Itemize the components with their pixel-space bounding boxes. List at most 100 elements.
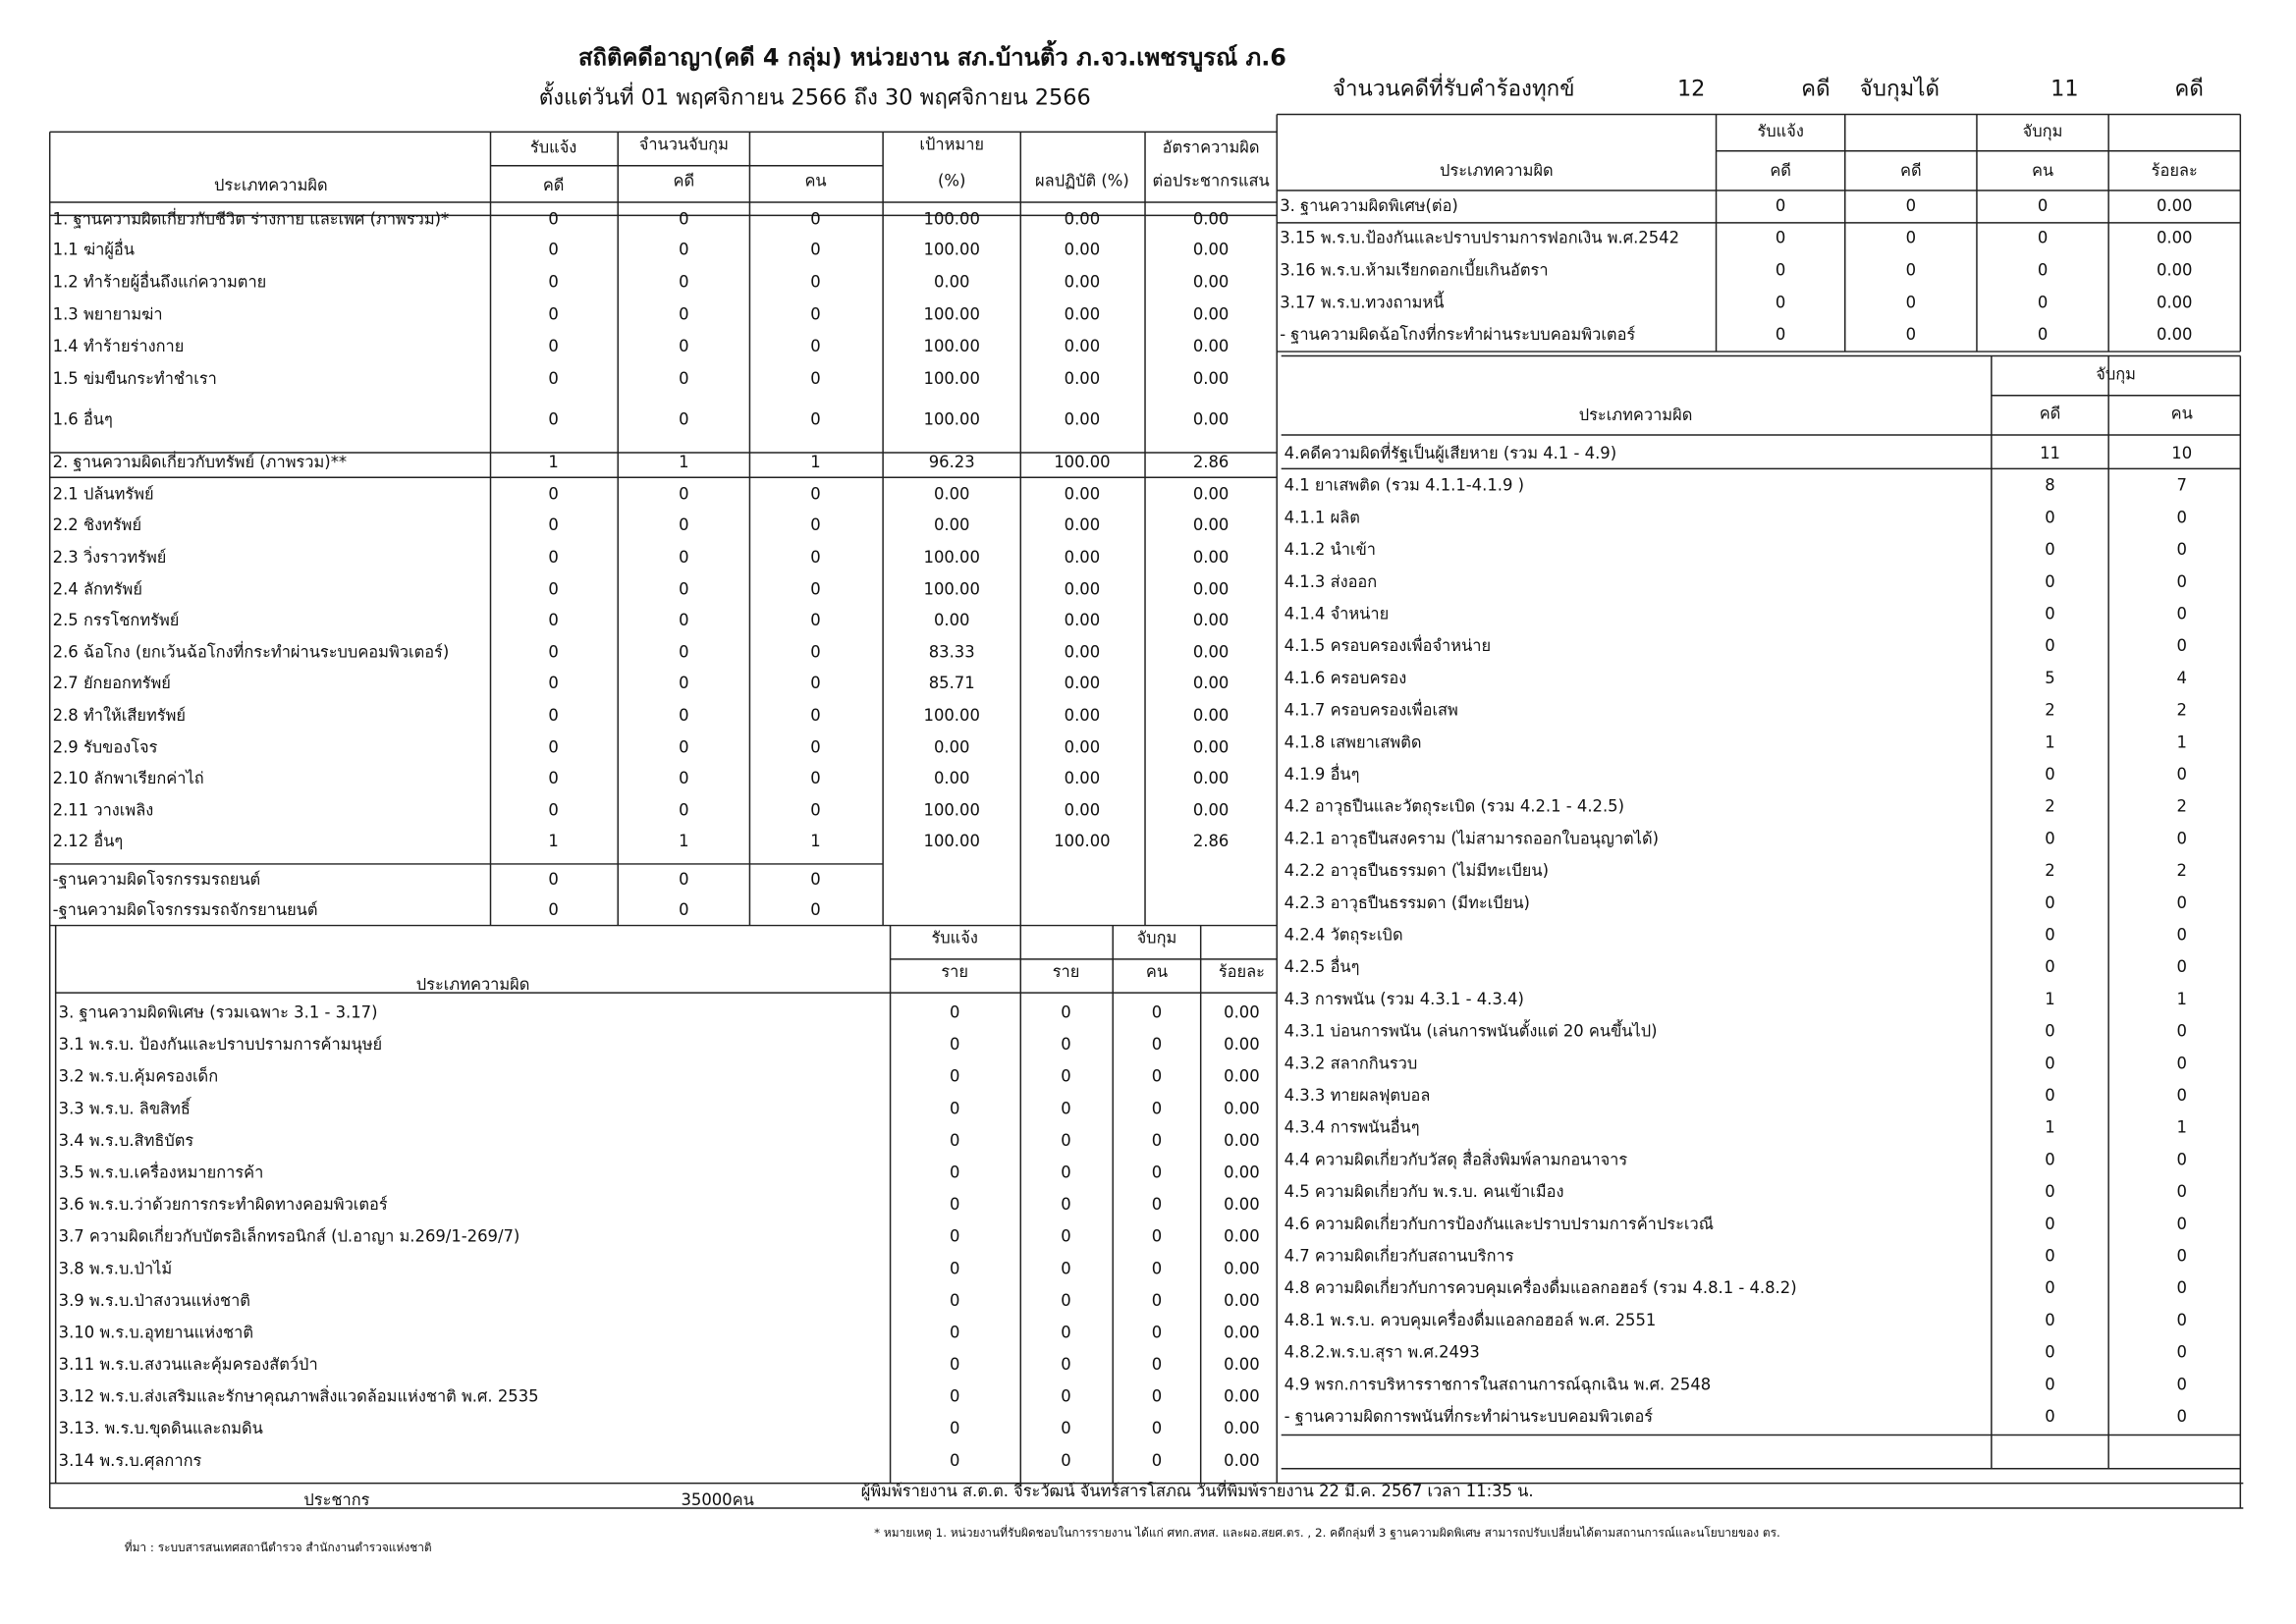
cell-value: 0.00 bbox=[1224, 1451, 1260, 1470]
cell-value: 11 bbox=[2040, 444, 2060, 462]
cell-value: 0 bbox=[2176, 1054, 2186, 1072]
cell-value: 0.00 bbox=[934, 738, 970, 757]
cell-value: 0 bbox=[2045, 1407, 2054, 1426]
column-header: ประเภทความผิด bbox=[1440, 161, 1554, 180]
cell-value: 0 bbox=[1906, 293, 1916, 311]
cell-value: 2 bbox=[2176, 701, 2186, 720]
cell-value: 0 bbox=[950, 1035, 959, 1054]
cell-value: 0 bbox=[1061, 1195, 1070, 1214]
cell-value: 0 bbox=[2038, 325, 2048, 344]
cell-value: 0 bbox=[2176, 572, 2186, 591]
population: 35000คน bbox=[681, 1490, 753, 1509]
stat-label: จำนวนคดีที่รับคำร้องทุกข์ bbox=[1333, 74, 1575, 102]
cell-value: 0 bbox=[2176, 508, 2186, 526]
cell-value: 0 bbox=[2176, 1215, 2186, 1233]
cell-value: 0.00 bbox=[1193, 304, 1230, 323]
cell-value: 1 bbox=[679, 832, 688, 850]
cell-value: 0 bbox=[2176, 926, 2186, 945]
row-label: 1.5 ข่มขืนกระทำชำเรา bbox=[53, 369, 217, 388]
cell-value: 0.00 bbox=[1065, 209, 1101, 228]
cell-value: 2 bbox=[2176, 797, 2186, 816]
row-label: 4.1.5 ครอบครองเพื่อจำหน่าย bbox=[1285, 634, 1491, 655]
row-label: 2.4 ลักทรัพย์ bbox=[53, 580, 142, 599]
cell-value: 100.00 bbox=[924, 337, 980, 355]
row-label: 1.3 พยายามฆ่า bbox=[53, 304, 163, 323]
cell-value: 0.00 bbox=[1193, 580, 1230, 599]
row-label: 3.7 ความผิดเกี่ยวกับบัตรอิเล็กทรอนิกส์ (… bbox=[59, 1225, 520, 1246]
cell-value: 0.00 bbox=[1193, 337, 1230, 355]
cell-value: 0.00 bbox=[934, 611, 970, 629]
cell-value: 0 bbox=[2038, 261, 2048, 280]
row-label: -ฐานความผิดโจรกรรมรถจักรยานยนต์ bbox=[53, 900, 318, 919]
cell-value: 0 bbox=[548, 515, 558, 534]
cell-value: 0 bbox=[679, 900, 688, 919]
cell-value: 2 bbox=[2176, 861, 2186, 880]
cell-value: 0 bbox=[548, 643, 558, 662]
cell-value: 0.00 bbox=[1193, 241, 1230, 259]
cell-value: 0 bbox=[679, 611, 688, 629]
row-label: 3. ฐานความผิดพิเศษ(ต่อ) bbox=[1280, 196, 1458, 215]
cell-value: 0 bbox=[810, 801, 820, 820]
row-label: 4.4 ความผิดเกี่ยวกับวัสดุ สื่อสิ่งพิมพ์ล… bbox=[1285, 1148, 1628, 1169]
cell-value: 0 bbox=[679, 738, 688, 757]
cell-value: 1 bbox=[2176, 990, 2186, 1008]
cell-value: 0 bbox=[548, 900, 558, 919]
cell-value: 0 bbox=[2176, 1086, 2186, 1105]
row-label: 3.1 พ.ร.บ. ป้องกันและปราบปรามการค้ามนุษย… bbox=[59, 1035, 382, 1055]
row-label: 3.4 พ.ร.บ.สิทธิบัตร bbox=[59, 1131, 194, 1150]
printed-by: ผู้พิมพ์รายงาน ส.ต.ต. จีระวัฒน์ จันทร์สา… bbox=[861, 1480, 1534, 1501]
row-label: - ฐานความผิดการพนันที่กระทำผ่านระบบคอมพิ… bbox=[1285, 1405, 1654, 1426]
row-label: 4.3 การพนัน (รวม 4.3.1 - 4.3.4) bbox=[1285, 990, 1524, 1008]
cell-value: 0 bbox=[950, 1387, 959, 1406]
cell-value: 0.00 bbox=[1193, 515, 1230, 534]
cell-value: 0.00 bbox=[1065, 706, 1101, 725]
cell-value: 0 bbox=[548, 272, 558, 291]
column-header: รับแจ้ง bbox=[1757, 122, 1803, 140]
cell-value: 0.00 bbox=[1224, 1099, 1260, 1117]
cell-value: 1 bbox=[548, 453, 558, 471]
cell-value: 0 bbox=[1152, 1291, 1162, 1310]
column-header: ราย bbox=[1053, 962, 1080, 981]
cell-value: 0 bbox=[1776, 261, 1785, 280]
cell-value: 0 bbox=[2045, 1343, 2054, 1362]
cell-value: 0 bbox=[810, 548, 820, 567]
row-label: 4.1.2 นำเข้า bbox=[1285, 540, 1376, 559]
cell-value: 0.00 bbox=[1224, 1291, 1260, 1310]
cell-value: 0 bbox=[1061, 1355, 1070, 1374]
row-label: - ฐานความผิดฉ้อโกงที่กระทำผ่านระบบคอมพิว… bbox=[1280, 323, 1635, 344]
cell-value: 0 bbox=[950, 1195, 959, 1214]
cell-value: 0 bbox=[950, 1163, 959, 1181]
cell-value: 0 bbox=[548, 241, 558, 259]
cell-value: 0 bbox=[1061, 1291, 1070, 1310]
cell-value: 0.00 bbox=[1224, 1131, 1260, 1150]
cell-value: 0 bbox=[548, 801, 558, 820]
cell-value: 1 bbox=[548, 832, 558, 850]
cell-value: 0.00 bbox=[1193, 801, 1230, 820]
cell-value: 0 bbox=[810, 369, 820, 388]
row-label: 1. ฐานความผิดเกี่ยวกับชีวิต ร่างกาย และเ… bbox=[53, 207, 450, 228]
cell-value: 0 bbox=[2176, 765, 2186, 784]
cell-value: 0 bbox=[2045, 572, 2054, 591]
column-header: ร้อยละ bbox=[1219, 962, 1265, 981]
cell-value: 0 bbox=[679, 870, 688, 889]
cell-value: 0 bbox=[679, 548, 688, 567]
stat-unit: คดี bbox=[2174, 77, 2203, 102]
column-header: ต่อประชากรแสน bbox=[1152, 172, 1269, 190]
cell-value: 0 bbox=[810, 209, 820, 228]
cell-value: 0 bbox=[1152, 1451, 1162, 1470]
cell-value: 0 bbox=[1061, 1067, 1070, 1086]
cell-value: 0.00 bbox=[934, 272, 970, 291]
cell-value: 0 bbox=[810, 706, 820, 725]
cell-value: 0 bbox=[2176, 1247, 2186, 1266]
cell-value: 0 bbox=[1061, 1099, 1070, 1117]
row-label: 4.3.2 สลากกินรวบ bbox=[1285, 1054, 1418, 1072]
stat-value: 12 bbox=[1677, 77, 1705, 102]
cell-value: 0 bbox=[2045, 829, 2054, 847]
cell-value: 0 bbox=[548, 304, 558, 323]
column-header: คน bbox=[2032, 161, 2053, 180]
cell-value: 1 bbox=[2045, 1118, 2054, 1137]
cell-value: 100.00 bbox=[924, 369, 980, 388]
cell-value: 0 bbox=[1152, 1195, 1162, 1214]
cell-value: 0 bbox=[679, 706, 688, 725]
cell-value: 0 bbox=[1906, 261, 1916, 280]
